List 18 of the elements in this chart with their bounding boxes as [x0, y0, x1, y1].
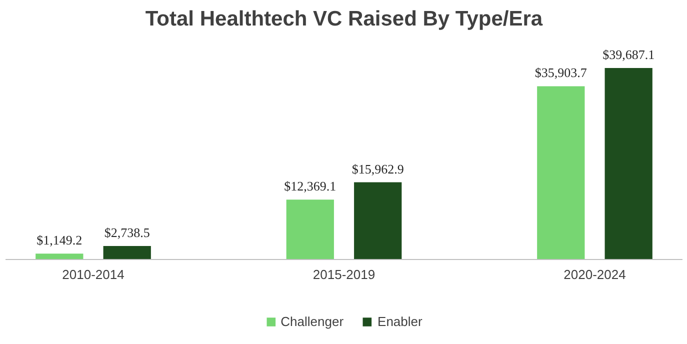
legend-label: Challenger [280, 314, 344, 329]
data-label: $1,149.2 [36, 232, 82, 248]
bar [354, 182, 402, 260]
x-tick-label: 2015-2019 [312, 267, 376, 282]
bar [604, 68, 652, 260]
data-label: $12,369.1 [284, 178, 336, 194]
x-tick-label: 2020-2024 [564, 267, 626, 282]
bar [537, 86, 585, 260]
data-label: $15,962.9 [352, 161, 404, 176]
chart-title: Total Healthtech VC Raised By Type/Era [145, 8, 543, 30]
data-label: $35,903.7 [534, 65, 588, 80]
legend-label: Enabler [378, 314, 422, 329]
x-tick-label: 2010-2014 [62, 267, 124, 282]
data-label: $39,687.1 [602, 47, 655, 62]
data-label: $2,738.5 [104, 225, 150, 240]
bar [286, 200, 334, 260]
bar [103, 246, 151, 260]
bar [36, 254, 84, 260]
